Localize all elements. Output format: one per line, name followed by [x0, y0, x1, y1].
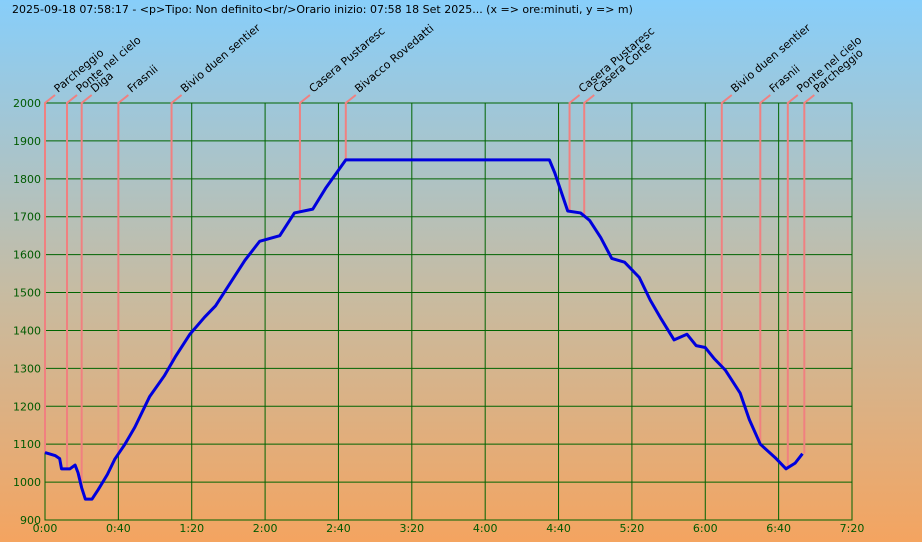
- waypoint-marker: [117, 94, 129, 454]
- y-tick-label: 1500: [13, 287, 41, 300]
- waypoint-marker: [720, 94, 733, 367]
- waypoint-label: Frasnii: [767, 62, 803, 95]
- x-tick-label: 4:40: [546, 522, 571, 535]
- x-tick-label: 6:40: [766, 522, 791, 535]
- x-tick-label: 6:00: [693, 522, 718, 535]
- y-tick-label: 2000: [13, 97, 41, 110]
- x-tick-label: 1:20: [179, 522, 204, 535]
- waypoint-marker: [759, 94, 771, 445]
- waypoint-label: Frasnii: [125, 62, 161, 95]
- waypoint-marker: [583, 94, 595, 216]
- y-tick-label: 900: [20, 514, 41, 527]
- waypoint-marker: [803, 94, 815, 454]
- waypoint-marker: [568, 94, 581, 212]
- y-tick-label: 1900: [13, 135, 41, 148]
- y-tick-label: 1400: [13, 324, 41, 337]
- waypoint-marker: [44, 94, 56, 453]
- y-tick-label: 1600: [13, 249, 41, 262]
- waypoint-marker: [298, 94, 311, 212]
- waypoint-label: Casera Pustaresc: [576, 24, 657, 95]
- x-tick-label: 7:20: [840, 522, 865, 535]
- y-tick-label: 1800: [13, 173, 41, 186]
- waypoint-marker: [80, 94, 93, 488]
- y-tick-label: 1200: [13, 400, 41, 413]
- elevation-line: [44, 158, 804, 501]
- y-tick-label: 1000: [13, 476, 41, 489]
- waypoint-marker: [66, 94, 78, 469]
- chart-title: 2025-09-18 07:58:17 - <p>Tipo: Non defin…: [12, 3, 633, 16]
- waypoint-marker: [170, 94, 183, 364]
- waypoint-marker: [344, 94, 357, 160]
- x-tick-label: 0:40: [106, 522, 131, 535]
- y-tick-label: 1100: [13, 438, 41, 451]
- waypoint-label: Bivio duen sentier: [178, 21, 263, 95]
- waypoint-label: Casera Pustaresc: [307, 24, 388, 95]
- y-tick-label: 1700: [13, 211, 41, 224]
- waypoint-marker: [786, 94, 799, 468]
- x-tick-label: 3:20: [399, 522, 424, 535]
- x-tick-label: 0:00: [33, 522, 58, 535]
- x-tick-label: 5:20: [620, 522, 645, 535]
- plot-frame: [44, 102, 853, 521]
- x-tick-label: 4:00: [473, 522, 498, 535]
- x-tick-label: 2:40: [326, 522, 351, 535]
- waypoint-label: Bivacco Rovedatti: [352, 22, 436, 95]
- y-tick-label: 1300: [13, 362, 41, 375]
- x-tick-label: 2:00: [253, 522, 278, 535]
